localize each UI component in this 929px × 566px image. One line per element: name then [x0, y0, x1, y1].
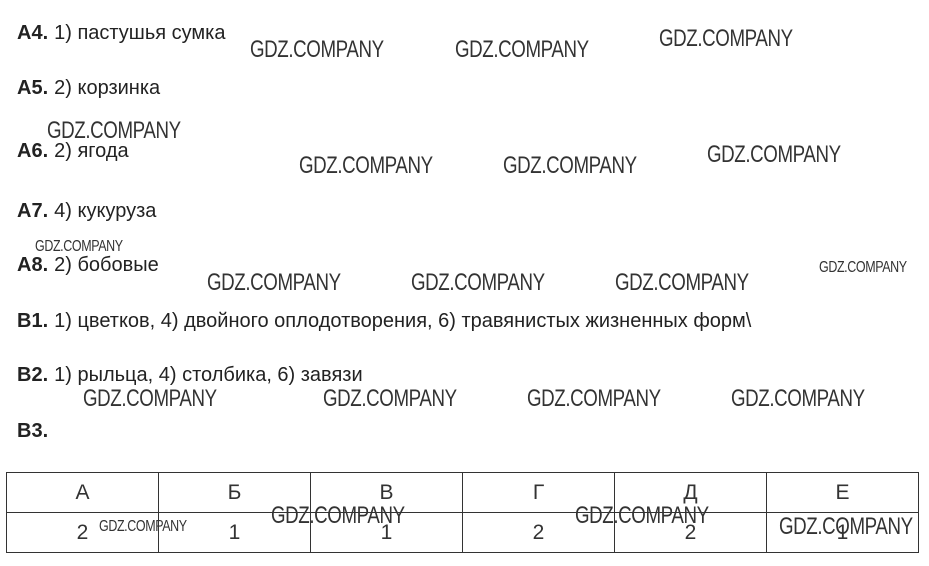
answer-text: 2) бобовые — [54, 254, 159, 276]
table-cell: 2 — [462, 512, 615, 553]
answer-text: 4) кукуруза — [54, 200, 157, 222]
answer-text: 1) цветков, 4) двойного оплодотворения, … — [54, 310, 752, 332]
answer: В3. — [17, 420, 54, 443]
header-cell: А — [6, 472, 159, 513]
header-cell: Д — [614, 472, 767, 513]
watermark: GDZ.COMPANY — [83, 385, 217, 412]
header-cell: Г — [462, 472, 615, 513]
watermark: GDZ.COMPANY — [250, 36, 384, 63]
answer-label: В3. — [17, 420, 49, 442]
answer: В2. 1) рыльца, 4) столбика, 6) завязи — [17, 364, 363, 387]
watermark: GDZ.COMPANY — [299, 152, 433, 179]
watermark: GDZ.COMPANY — [207, 269, 341, 296]
answer-text: 1) пастушья сумка — [54, 22, 226, 44]
answer-label: А5. — [17, 77, 49, 99]
watermark: GDZ.COMPANY — [271, 502, 405, 529]
watermark: GDZ.COMPANY — [731, 385, 865, 412]
watermark: GDZ.COMPANY — [455, 36, 589, 63]
watermark: GDZ.COMPANY — [47, 117, 181, 144]
answer: А4. 1) пастушья сумка — [17, 22, 226, 45]
answer: А6. 2) ягода — [17, 140, 129, 163]
watermark: GDZ.COMPANY — [575, 502, 709, 529]
watermark: GDZ.COMPANY — [659, 25, 793, 52]
table-cell: 2 — [614, 512, 767, 553]
answer: А5. 2) корзинка — [17, 77, 160, 100]
answer-text: 1) рыльца, 4) столбика, 6) завязи — [54, 364, 363, 386]
answer: А8. 2) бобовые — [17, 254, 159, 277]
watermark: GDZ.COMPANY — [35, 238, 123, 255]
table-cell: 1 — [310, 512, 463, 553]
answer-label: А7. — [17, 200, 49, 222]
answer-label: А6. — [17, 140, 49, 162]
answer: В1. 1) цветков, 4) двойного оплодотворени… — [17, 310, 751, 333]
table-cell: 1 — [766, 512, 919, 553]
watermark: GDZ.COMPANY — [707, 141, 841, 168]
watermark: GDZ.COMPANY — [779, 513, 913, 540]
table-cell: 2 — [6, 512, 159, 553]
watermark: GDZ.COMPANY — [615, 269, 749, 296]
answer-label: В1. — [17, 310, 49, 332]
answer-text: 2) ягода — [54, 140, 129, 162]
table-cell: 1 — [158, 512, 311, 553]
answer: А7. 4) кукуруза — [17, 200, 156, 223]
watermark: GDZ.COMPANY — [411, 269, 545, 296]
watermark: GDZ.COMPANY — [323, 385, 457, 412]
answer-text: 2) корзинка — [54, 77, 161, 99]
watermark: GDZ.COMPANY — [503, 152, 637, 179]
answer-label: В2. — [17, 364, 49, 386]
watermark: GDZ.COMPANY — [527, 385, 661, 412]
answer-label: А8. — [17, 254, 49, 276]
answer-label: А4. — [17, 22, 49, 44]
watermark: GDZ.COMPANY — [819, 259, 907, 276]
header-cell: Е — [766, 472, 919, 513]
watermark: GDZ.COMPANY — [99, 518, 187, 535]
